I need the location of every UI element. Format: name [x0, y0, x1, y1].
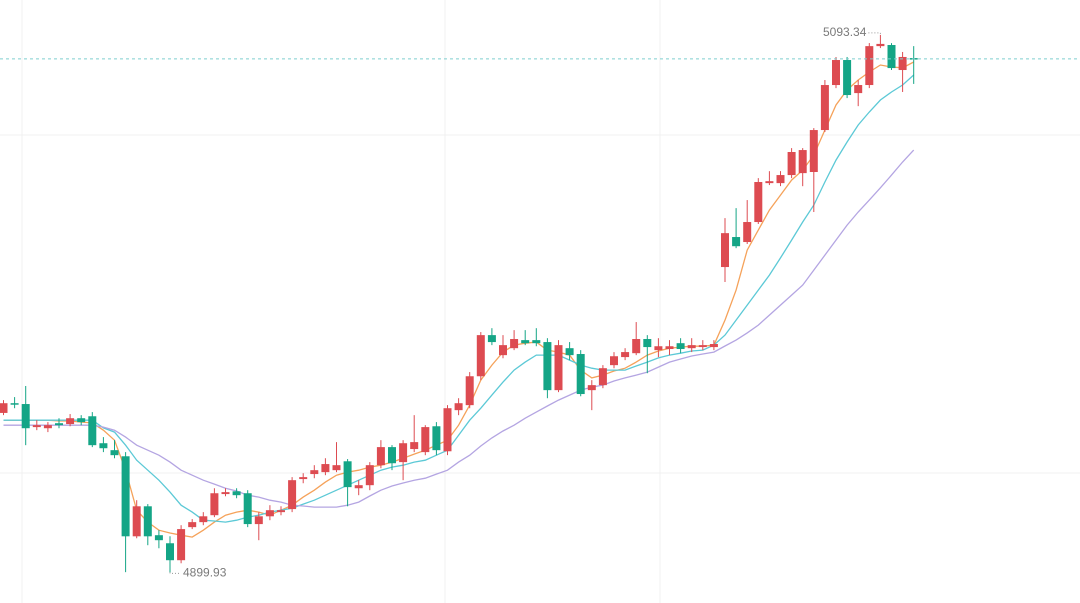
candle-body [121, 456, 130, 537]
candle-body [232, 491, 241, 496]
candle-body [432, 426, 441, 451]
candle-body [399, 443, 408, 463]
candle-body [332, 465, 341, 471]
candle-body [843, 60, 852, 96]
candle-body [21, 404, 30, 429]
candle-body [610, 356, 618, 366]
candle-body [221, 492, 230, 495]
candle-body [765, 181, 774, 184]
candle-body [66, 418, 75, 425]
candle-body [576, 354, 585, 395]
candle-body [421, 427, 430, 453]
candle-body [709, 344, 718, 348]
candle-body [10, 403, 19, 405]
candle-body [598, 368, 607, 386]
candle-body [288, 480, 297, 510]
candle-body [754, 182, 763, 223]
candle-body [99, 443, 108, 449]
candle-body [277, 510, 285, 513]
candle-body [321, 464, 330, 473]
candle-body [410, 442, 419, 450]
candle-body [77, 418, 86, 423]
candle-body [0, 403, 8, 413]
candle-body [898, 56, 907, 71]
candle-body [110, 450, 119, 456]
candle-body [521, 340, 530, 344]
candle-body [454, 403, 463, 411]
candle-body [832, 60, 840, 86]
low-label: 4899.93 [183, 566, 227, 580]
high-label: 5093.34 [823, 25, 867, 39]
candle-body [210, 493, 219, 516]
candle-body [854, 85, 863, 94]
candle-body [199, 516, 208, 523]
ma-line [3, 61, 915, 538]
candle-body [487, 335, 496, 343]
candle-body [510, 339, 519, 349]
candle-body [43, 425, 52, 429]
candle-body [798, 150, 807, 174]
candle-body [676, 343, 685, 350]
candle-body [166, 543, 174, 561]
candle-body [732, 237, 741, 247]
candle-body [499, 345, 507, 356]
candle-body [587, 385, 596, 391]
candle-body [654, 346, 663, 351]
candle-body [254, 516, 263, 525]
candle-body [154, 535, 163, 541]
candle-body [643, 339, 652, 348]
candle-body [32, 425, 41, 428]
candle-body [132, 506, 141, 537]
candle-body [876, 43, 885, 47]
candle-body [621, 352, 630, 358]
candle-body [88, 416, 97, 446]
candle-body [809, 130, 818, 173]
candle-body [743, 222, 752, 243]
candle-body [887, 45, 896, 69]
candle-body [243, 493, 252, 525]
candle-body [820, 85, 829, 131]
candle-body [388, 447, 396, 464]
candle-body [554, 345, 563, 391]
candle-body [365, 465, 374, 486]
candle-body [443, 408, 452, 452]
candle-body [343, 461, 352, 488]
candle-body [376, 447, 385, 466]
candle-body [698, 345, 707, 348]
candle-body [476, 335, 485, 377]
candle-body [543, 342, 552, 391]
candle-body [787, 152, 796, 176]
candle-body [632, 339, 641, 354]
candle-body [265, 510, 274, 517]
candle-body [143, 506, 152, 537]
candle-body [177, 529, 186, 561]
candle-body [310, 470, 319, 475]
ma-line [3, 149, 915, 508]
candle-body [532, 340, 541, 344]
candle-body [299, 477, 308, 480]
high-pointer [868, 32, 881, 35]
candle-body [188, 522, 197, 528]
candle-body [687, 345, 696, 349]
candle-body [776, 175, 785, 184]
candle-body [865, 46, 874, 86]
candle-body [721, 233, 729, 268]
candle-body [354, 485, 363, 489]
candle-body [665, 346, 674, 350]
candle-body [55, 423, 63, 426]
ma-line [3, 74, 915, 523]
candle-body [465, 376, 474, 406]
candle-body [565, 348, 574, 356]
low-pointer [169, 572, 181, 574]
